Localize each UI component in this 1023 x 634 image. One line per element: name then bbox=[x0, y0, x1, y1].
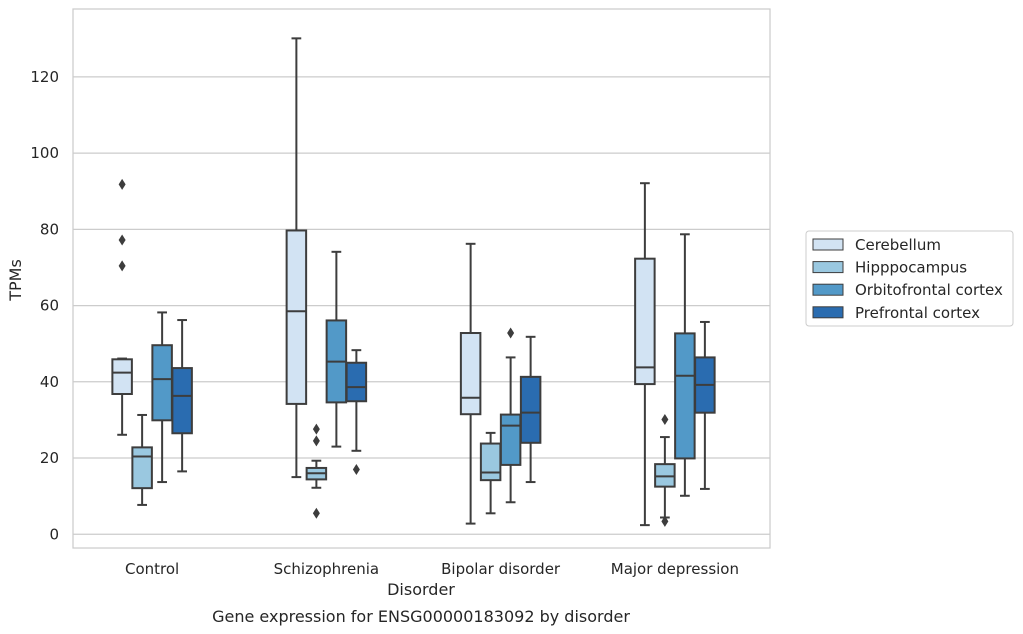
box-iqr bbox=[519, 375, 542, 444]
x-tick-label: Control bbox=[125, 560, 179, 578]
box-prefrontal-cortex-2 bbox=[519, 335, 542, 484]
box-iqr bbox=[131, 446, 153, 490]
legend-swatch bbox=[812, 283, 844, 296]
y-tick-label: 120 bbox=[30, 68, 59, 86]
legend-label: Cerebellum bbox=[855, 236, 941, 254]
box-hipppocampus-2 bbox=[479, 431, 502, 515]
box-hipppocampus-3 bbox=[654, 414, 676, 527]
legend: Cerebellum Hipppocampus Orbitofrontal cort… bbox=[805, 230, 1014, 327]
box-iqr bbox=[345, 361, 368, 403]
box-iqr bbox=[479, 442, 502, 482]
box-cerebellum-1 bbox=[285, 37, 308, 479]
outlier-point bbox=[661, 515, 669, 527]
legend-label: Hipppocampus bbox=[855, 259, 967, 277]
x-tick-label: Major depression bbox=[611, 560, 739, 578]
boxes bbox=[111, 37, 716, 527]
box-hipppocampus-0 bbox=[131, 413, 153, 506]
box-iqr bbox=[499, 413, 522, 466]
x-axis-label: Disorder bbox=[387, 580, 455, 599]
y-tick-label: 100 bbox=[30, 144, 59, 162]
legend-swatch bbox=[812, 306, 844, 319]
outlier-point bbox=[118, 234, 126, 246]
legend-label: Orbitofrontal cortex bbox=[855, 281, 1003, 299]
box-cerebellum-2 bbox=[459, 242, 482, 525]
y-tick-label: 60 bbox=[40, 297, 59, 315]
box-iqr bbox=[151, 344, 173, 422]
x-tick-labels: Control Schizophrenia Bipolar disorder Majo… bbox=[125, 560, 739, 578]
outlier-point bbox=[312, 507, 320, 519]
legend-entries: Cerebellum Hipppocampus Orbitofrontal cort… bbox=[812, 236, 1003, 322]
box-orbitofrontal-cortex-1 bbox=[325, 250, 348, 448]
box-cerebellum-3 bbox=[634, 182, 656, 527]
box-iqr bbox=[285, 229, 308, 405]
y-tick-label: 20 bbox=[40, 449, 59, 467]
box-iqr bbox=[674, 332, 696, 460]
box-orbitofrontal-cortex-2 bbox=[499, 327, 522, 504]
legend-swatch bbox=[812, 238, 844, 251]
outlier-point bbox=[118, 178, 126, 190]
outlier-point bbox=[661, 414, 669, 426]
x-tick-label: Schizophrenia bbox=[274, 560, 379, 578]
chart-caption: Gene expression for ENSG00000183092 by d… bbox=[212, 607, 630, 626]
box-orbitofrontal-cortex-3 bbox=[674, 233, 696, 497]
outlier-point bbox=[312, 435, 320, 447]
outlier-point bbox=[312, 423, 320, 435]
x-tick-label: Bipolar disorder bbox=[441, 560, 561, 578]
y-tick-labels: 0 20 40 60 80 100 120 bbox=[30, 68, 59, 543]
plot-frame bbox=[72, 8, 771, 549]
box-iqr bbox=[459, 332, 482, 416]
outlier-point bbox=[118, 260, 126, 272]
y-axis-label: TPMs bbox=[6, 259, 25, 302]
legend-label: Prefrontal cortex bbox=[855, 304, 980, 322]
y-tick-label: 40 bbox=[40, 373, 59, 391]
outlier-point bbox=[507, 327, 515, 339]
box-iqr bbox=[171, 367, 193, 435]
box-hipppocampus-1 bbox=[305, 423, 328, 519]
box-prefrontal-cortex-0 bbox=[171, 319, 193, 473]
box-cerebellum-0 bbox=[111, 178, 133, 436]
legend-frame bbox=[805, 230, 1014, 327]
box-iqr bbox=[111, 358, 133, 396]
box-prefrontal-cortex-1 bbox=[345, 349, 368, 475]
box-orbitofrontal-cortex-0 bbox=[151, 311, 173, 484]
y-tick-label: 0 bbox=[49, 525, 59, 543]
box-iqr bbox=[634, 257, 656, 386]
box-prefrontal-cortex-3 bbox=[694, 320, 716, 490]
y-tick-label: 80 bbox=[40, 220, 59, 238]
legend-swatch bbox=[812, 261, 844, 274]
outlier-point bbox=[352, 463, 360, 475]
